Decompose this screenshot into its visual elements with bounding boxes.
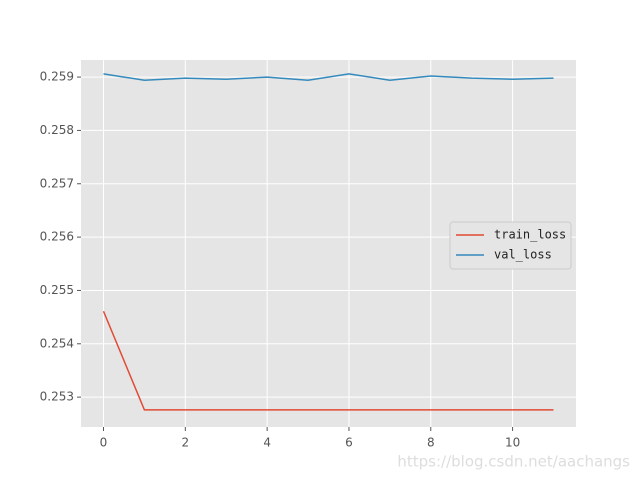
line-series <box>102 310 554 411</box>
x-tick-label: 10 <box>505 436 520 450</box>
line-series <box>103 73 554 82</box>
watermark: https://blog.csdn.net/aachangs <box>397 453 630 471</box>
x-tick-label: 6 <box>345 436 353 450</box>
x-tick-label: 0 <box>100 436 108 450</box>
legend: train_loss val_loss <box>449 221 572 270</box>
y-tick-label: 0.253 <box>40 390 74 404</box>
legend-label: train_loss <box>494 228 566 242</box>
y-tick-label: 0.258 <box>40 123 74 137</box>
legend-box <box>449 221 572 270</box>
y-tick-label: 0.254 <box>40 336 74 350</box>
x-tick-label: 8 <box>427 436 435 450</box>
y-tick-label: 0.256 <box>40 230 74 244</box>
x-tick-label: 4 <box>263 436 271 450</box>
x-tick-label: 2 <box>181 436 189 450</box>
y-tick-label: 0.257 <box>40 176 74 190</box>
y-tick-label: 0.259 <box>40 70 74 84</box>
legend-label: val_loss <box>494 248 552 262</box>
y-tick-label: 0.255 <box>40 283 74 297</box>
